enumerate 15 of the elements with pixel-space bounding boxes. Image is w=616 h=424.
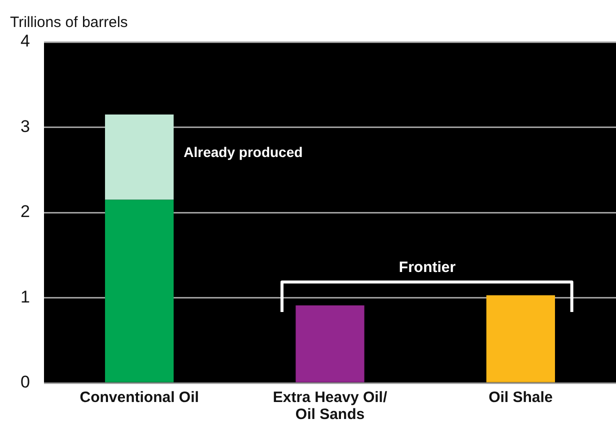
y-tick-label: 4 — [20, 32, 30, 51]
y-tick-label: 3 — [20, 116, 30, 136]
x-tick-label: Extra Heavy Oil/ Oil Sands — [272, 388, 388, 424]
bar — [296, 305, 364, 382]
x-tick-label: Conventional Oil — [80, 388, 199, 406]
y-tick-label: 1 — [20, 287, 30, 306]
x-tick-label: Oil Shale — [488, 388, 553, 406]
annotation: Frontier — [398, 259, 456, 276]
bar — [105, 114, 174, 200]
y-axis-title: Trillions of barrels — [10, 14, 128, 31]
y-tick-label: 0 — [20, 372, 30, 392]
y-tick-label: 2 — [20, 202, 30, 222]
series-label: Already produced — [184, 144, 303, 160]
bar — [105, 200, 174, 382]
bar — [486, 295, 555, 382]
